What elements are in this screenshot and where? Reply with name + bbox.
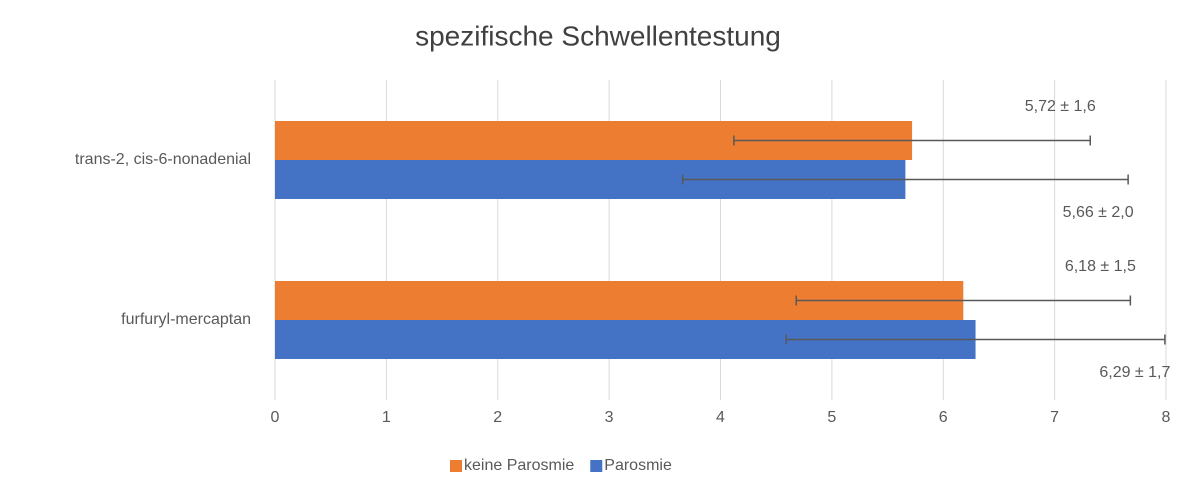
legend-swatch (450, 460, 462, 472)
error-bar (733, 135, 1092, 146)
x-tick-label: 8 (1162, 409, 1171, 426)
x-tick-label: 7 (1050, 409, 1059, 426)
chart-title: spezifische Schwellentestung (415, 20, 781, 51)
data-label: 6,29 ± 1,7 (1099, 364, 1170, 381)
x-tick-label: 4 (716, 409, 725, 426)
data-label: 6,18 ± 1,5 (1065, 258, 1136, 275)
y-tick-label: furfuryl-mercaptan (121, 311, 251, 328)
x-tick-label: 6 (939, 409, 948, 426)
legend-label: Parosmie (604, 457, 672, 474)
x-tick-label: 2 (493, 409, 502, 426)
y-tick-label: trans-2, cis-6-nonadenial (75, 151, 251, 168)
error-bar (795, 295, 1132, 306)
x-tick-label: 5 (827, 409, 836, 426)
x-tick-label: 0 (271, 409, 280, 426)
x-tick-label: 1 (382, 409, 391, 426)
legend-label: keine Parosmie (464, 457, 574, 474)
data-label: 5,72 ± 1,6 (1025, 98, 1096, 115)
data-label: 5,66 ± 2,0 (1063, 204, 1134, 221)
legend-swatch (590, 460, 603, 472)
x-tick-label: 3 (605, 409, 614, 426)
error-bar (681, 174, 1129, 185)
error-bar (785, 334, 1166, 345)
